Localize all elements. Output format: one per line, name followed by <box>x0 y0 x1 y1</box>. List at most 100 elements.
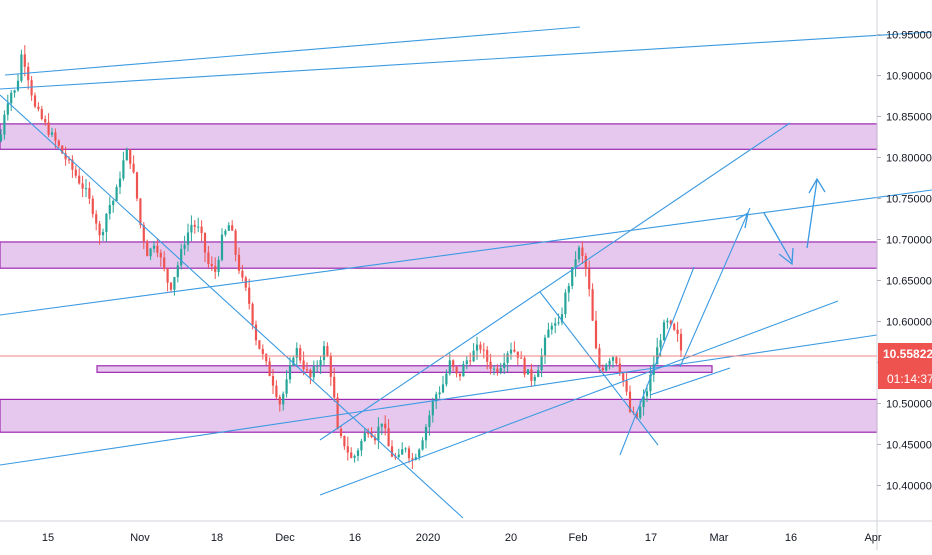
candle-body <box>458 373 462 377</box>
candle-body <box>387 428 390 447</box>
candle-body <box>360 440 363 451</box>
candle-body <box>292 357 295 366</box>
candle-body <box>44 118 47 123</box>
candle-body <box>0 134 3 142</box>
time-tick-label: Dec <box>275 532 295 544</box>
candle-body <box>329 356 332 377</box>
candle-body <box>608 360 611 365</box>
time-tick-label: 20 <box>505 532 517 544</box>
candle-body <box>639 407 642 418</box>
candle-body <box>496 368 499 372</box>
candle-body <box>482 349 485 351</box>
candle-body <box>333 376 336 398</box>
candle-body <box>435 394 438 402</box>
candle-body <box>462 364 465 377</box>
candle-body <box>64 153 67 160</box>
candle-body <box>404 448 407 450</box>
candle-body <box>424 426 428 441</box>
support-resistance-zone <box>0 241 878 269</box>
price-tick-label: 10.80000 <box>886 153 932 165</box>
time-tick-label: 17 <box>645 532 657 544</box>
candle-body <box>411 458 414 460</box>
candle-body <box>622 372 625 381</box>
arrowhead <box>735 211 749 229</box>
candle-body <box>23 54 26 67</box>
candle-body <box>95 214 98 224</box>
candle-body <box>285 379 288 394</box>
candle-body <box>166 268 169 283</box>
candle-body <box>200 226 203 234</box>
price-tick-label: 10.70000 <box>886 235 932 247</box>
candle-body <box>571 267 574 287</box>
candle-body <box>628 391 632 412</box>
candle-body <box>666 320 669 323</box>
candle-body <box>611 357 615 361</box>
candle-body <box>224 230 227 235</box>
candle-body <box>673 323 676 330</box>
candle-body <box>84 188 88 190</box>
candle-body <box>390 446 394 457</box>
candle-body <box>625 380 628 392</box>
countdown-label: 01:14:37 <box>887 372 932 386</box>
candle-body <box>47 122 50 135</box>
candle-body <box>299 348 302 361</box>
candle-body <box>441 384 445 393</box>
candle-body <box>356 450 360 456</box>
candle-body <box>574 259 577 268</box>
trendline <box>619 266 695 456</box>
candle-body <box>78 175 81 184</box>
candle-body <box>547 329 550 338</box>
candle-body <box>241 270 244 278</box>
price-tick-label: 10.90000 <box>886 71 932 83</box>
candle-body <box>61 145 64 154</box>
candle-body <box>550 325 553 330</box>
arrowhead <box>808 177 826 194</box>
candle-body <box>10 92 13 104</box>
candle-body <box>455 366 458 374</box>
candle-body <box>135 172 139 199</box>
candle-body <box>475 344 479 351</box>
candle-body <box>526 369 530 375</box>
candle-body <box>557 322 560 324</box>
candle-body <box>190 224 193 233</box>
candle-body <box>394 456 397 458</box>
candle-body <box>615 357 618 364</box>
time-tick-label: 18 <box>211 532 223 544</box>
trendlines-layer <box>0 26 932 519</box>
candle-body <box>139 198 142 225</box>
support-resistance-zone <box>0 398 878 433</box>
candle-body <box>479 344 482 350</box>
trendline <box>319 122 791 441</box>
candle-body <box>186 232 190 245</box>
candle-body <box>407 448 411 459</box>
candle-body <box>380 423 383 427</box>
time-tick-label: Nov <box>130 532 150 544</box>
candle-body <box>108 205 111 214</box>
candle-body <box>152 245 156 249</box>
candle-body <box>254 324 258 341</box>
candle-body <box>156 245 159 253</box>
trendline <box>0 189 932 316</box>
time-tick-label: 2020 <box>416 532 440 544</box>
candle-body <box>118 178 122 188</box>
candle-body <box>33 95 37 107</box>
candle-body <box>577 247 581 260</box>
candle-body <box>40 109 43 119</box>
time-tick-label: Feb <box>569 532 588 544</box>
time-axis-labels[interactable]: 15 Nov 18 Dec 16 2020 20 Feb 17 Mar 16 Apr <box>42 532 882 544</box>
candle-body <box>122 160 125 179</box>
candle-body <box>81 183 84 189</box>
candle-body <box>367 433 370 435</box>
price-badge-background <box>878 343 932 389</box>
candle-body <box>112 200 115 206</box>
candle-body <box>492 368 496 370</box>
candle-body <box>210 264 213 267</box>
candle-body <box>540 355 543 371</box>
candle-body <box>353 455 356 458</box>
price-axis-labels[interactable]: 10.95000 10.90000 10.85000 10.80000 10.75000… <box>877 30 932 493</box>
candle-body <box>176 265 179 278</box>
trendline <box>679 207 751 368</box>
candle-body <box>506 353 509 363</box>
